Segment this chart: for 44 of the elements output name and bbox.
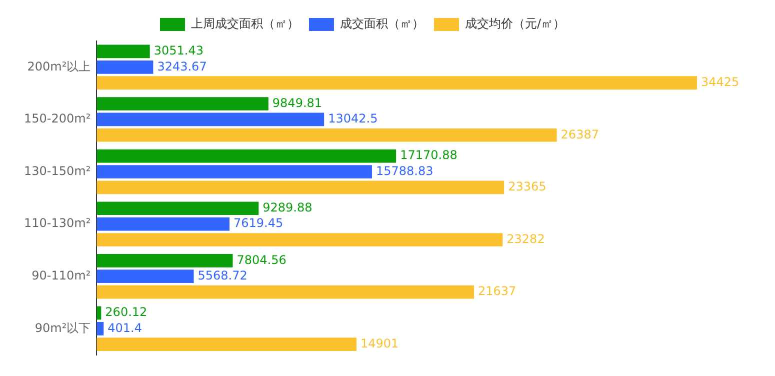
bar <box>96 217 230 231</box>
data-label: 260.12 <box>105 305 148 320</box>
data-label: 23282 <box>506 232 545 246</box>
bar <box>96 60 154 74</box>
y-tick-label: 110-130m² <box>24 216 91 230</box>
bar <box>96 112 324 126</box>
data-label: 26387 <box>560 127 599 142</box>
data-label: 9289.88 <box>262 200 312 214</box>
legend-label: 成交面积（㎡） <box>340 16 424 31</box>
bar <box>96 322 104 336</box>
data-label: 9849.81 <box>272 96 322 110</box>
bar <box>96 254 233 268</box>
bar <box>96 76 697 90</box>
bar <box>96 270 194 284</box>
bar <box>96 180 504 194</box>
data-label: 3051.43 <box>154 44 204 58</box>
bar <box>96 97 268 110</box>
y-tick-label: 200m²以上 <box>27 59 91 74</box>
data-label: 14901 <box>360 336 399 350</box>
data-label: 21637 <box>478 284 516 298</box>
data-label: 401.4 <box>108 320 142 335</box>
bar <box>96 149 396 163</box>
data-label: 15788.83 <box>376 164 434 178</box>
bar <box>96 202 259 216</box>
y-tick-label: 150-200m² <box>24 112 91 126</box>
data-label: 34425 <box>700 74 740 89</box>
data-label: 5568.72 <box>198 268 248 282</box>
y-tick-label: 90-110m² <box>32 268 91 282</box>
data-label: 17170.88 <box>400 148 458 162</box>
data-label: 13042.5 <box>328 112 378 126</box>
data-label: 23365 <box>508 180 546 194</box>
legend-label: 成交均价（元/㎡） <box>464 16 566 31</box>
bar <box>96 338 356 352</box>
bar <box>96 128 557 142</box>
y-tick-label: 90m²以下 <box>34 320 91 335</box>
data-label: 7619.45 <box>234 216 284 230</box>
legend-label: 上周成交面积（㎡） <box>190 16 299 31</box>
bar <box>96 233 503 246</box>
bar <box>96 44 150 58</box>
y-tick-label: 130-150m² <box>24 164 91 178</box>
data-label: 7804.56 <box>236 252 286 267</box>
data-label: 3243.67 <box>157 59 207 74</box>
bar <box>96 285 474 299</box>
bar <box>96 165 372 178</box>
